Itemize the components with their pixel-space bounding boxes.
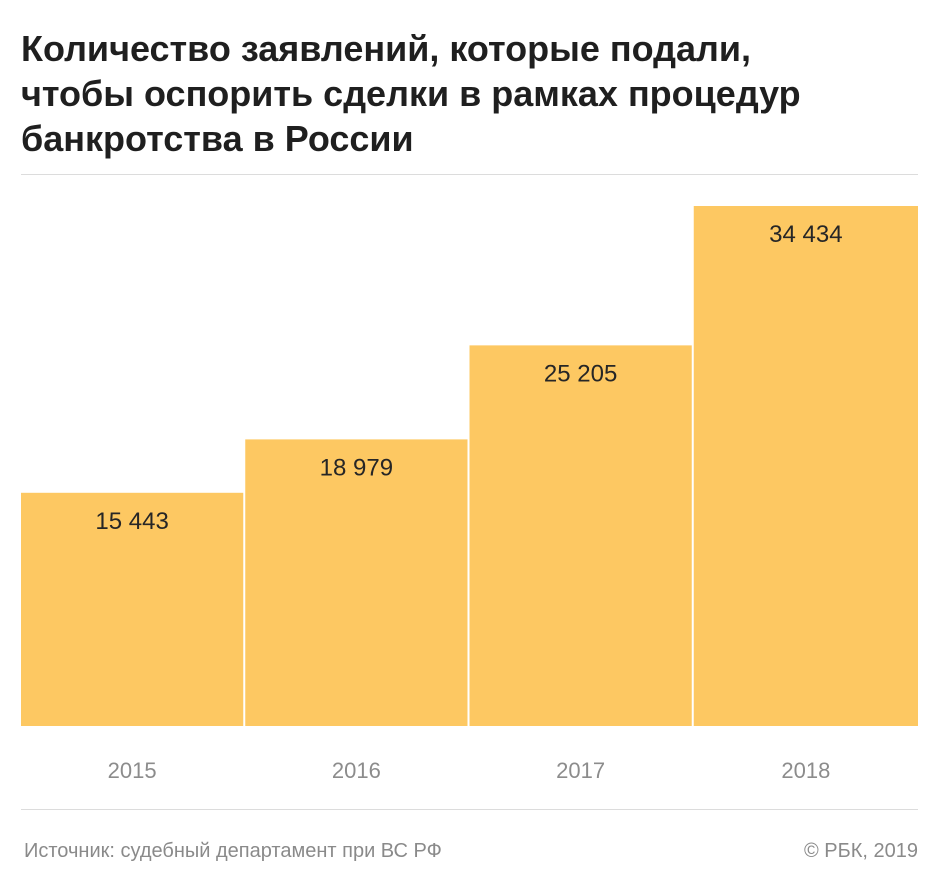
x-tick-label-2017: 2017: [556, 758, 605, 783]
top-divider: [21, 174, 918, 175]
source-note: Источник: судебный департамент при ВС РФ: [24, 840, 442, 862]
bar-value-label-2018: 34 434: [769, 221, 842, 248]
title-line-1: Количество заявлений, которые подали,: [21, 28, 752, 69]
bar-2015: [21, 492, 244, 726]
copyright-note: © РБК, 2019: [803, 840, 918, 862]
bar-value-label-2015: 15 443: [95, 508, 168, 535]
bottom-divider: [21, 809, 918, 810]
x-tick-label-2016: 2016: [332, 758, 381, 783]
bar-2016: [245, 439, 468, 726]
chart-title: Количество заявлений, которые подали, чт…: [21, 26, 921, 161]
title-line-2: чтобы оспорить сделки в рамках процедур: [21, 73, 801, 114]
x-tick-label-2015: 2015: [108, 758, 157, 783]
bar-value-label-2017: 25 205: [544, 360, 617, 387]
bar-value-label-2016: 18 979: [320, 454, 393, 481]
title-line-3: банкротства в России: [21, 118, 414, 159]
bar-2017: [469, 345, 692, 726]
bar-2018: [693, 206, 918, 726]
x-tick-label-2018: 2018: [781, 758, 830, 783]
bar-chart: 15 443 2015 18 979 2016 25 205 2017 34 434 2018: [21, 206, 918, 783]
